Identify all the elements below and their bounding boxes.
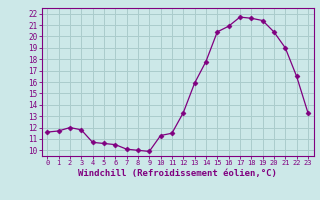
X-axis label: Windchill (Refroidissement éolien,°C): Windchill (Refroidissement éolien,°C): [78, 169, 277, 178]
